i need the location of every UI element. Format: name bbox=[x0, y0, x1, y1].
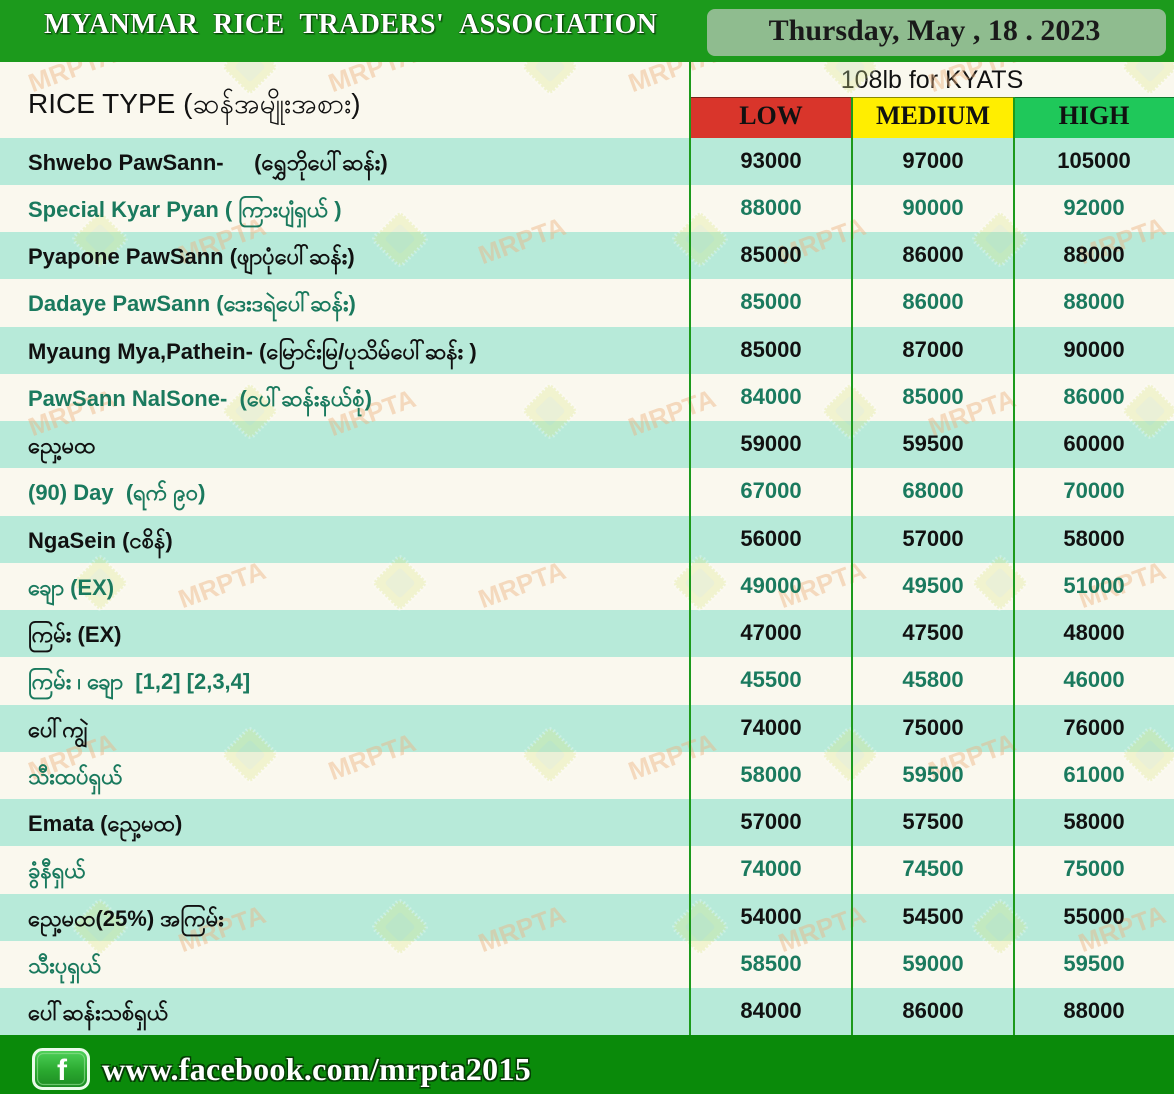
svg-text:f: f bbox=[57, 1054, 68, 1087]
